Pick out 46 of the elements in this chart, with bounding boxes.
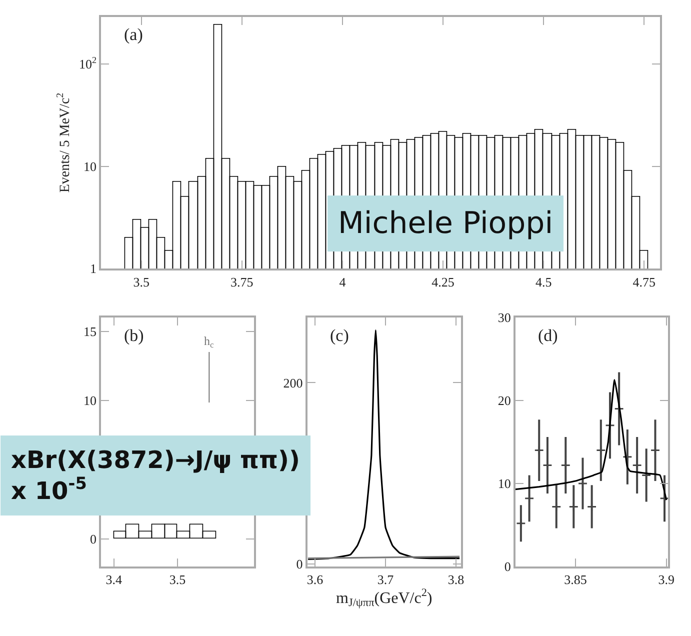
- text: (c): [330, 326, 349, 345]
- point: [568, 502, 579, 512]
- y-tick-label: 20: [498, 393, 511, 408]
- point: [622, 452, 632, 462]
- text: (d): [538, 326, 558, 345]
- x-tick-label: 3.5: [133, 274, 150, 290]
- x-tick-label: 3.4: [106, 572, 122, 588]
- y-tick-label: 0: [296, 556, 303, 572]
- x-axis-title: m$_{J/ψππ}$(GeV/c$^{2}$): [336, 587, 432, 610]
- y-tick-label: 0: [90, 531, 97, 546]
- point: [596, 445, 606, 456]
- y-tick-label: 10: [84, 158, 97, 174]
- point: [524, 493, 534, 504]
- x-tick-label: 3.85: [564, 572, 587, 588]
- line-series: [515, 378, 668, 501]
- y-tick-label: 10: [498, 476, 511, 492]
- annotation: Michele Pioppi: [338, 206, 554, 241]
- y-tick-label: 30: [498, 310, 511, 326]
- x-tick-label: 3.5: [169, 572, 186, 588]
- x-tick-label: 3.8: [448, 572, 464, 588]
- annotation: h$_{c}$: [204, 334, 214, 350]
- point: [551, 502, 562, 512]
- text: (a): [124, 25, 143, 44]
- x-tick-label: 3.75: [230, 274, 254, 290]
- y-tick-label: 0: [504, 559, 511, 574]
- point: [534, 445, 544, 456]
- x-tick-label: 4: [339, 274, 346, 290]
- x-tick-label: 4.75: [632, 274, 656, 290]
- x-tick-label: 4.25: [432, 274, 454, 290]
- point: [586, 502, 597, 512]
- x-tick-label: 4.5: [535, 274, 552, 290]
- y-tick-label: 200: [283, 375, 303, 390]
- y-tick-label: 10: [84, 393, 97, 408]
- point: [516, 518, 526, 528]
- line-series: [307, 329, 460, 560]
- point: [641, 470, 652, 480]
- y-tick-label: 10$^{2}$: [78, 55, 97, 72]
- text: (b): [124, 326, 144, 345]
- x-tick-label: 3.9: [658, 572, 674, 588]
- y-tick-label: 15: [84, 324, 97, 339]
- x-tick-label: 3.7: [377, 572, 394, 588]
- point: [560, 460, 571, 470]
- x-tick-label: 3.6: [306, 572, 324, 588]
- point: [632, 460, 642, 470]
- y-tick-label: 1: [90, 261, 97, 276]
- annotation: xBr(X(3872)→J/ψ ππ)) x 10$^{-5}$: [11, 446, 300, 506]
